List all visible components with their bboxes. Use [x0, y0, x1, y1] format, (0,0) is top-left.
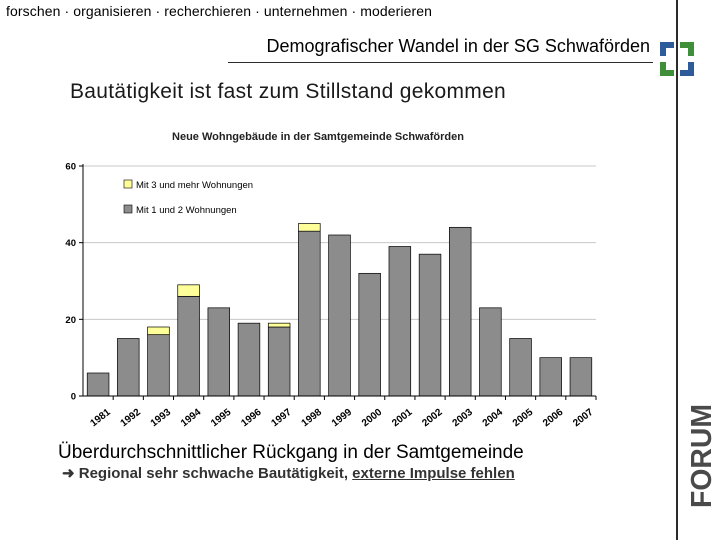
vertical-divider — [676, 0, 678, 540]
legend-swatch-lower — [123, 204, 133, 214]
y-tick-label: 20 — [65, 315, 76, 326]
bar-segment-lower — [479, 307, 502, 397]
bar-segment-lower — [147, 334, 170, 397]
x-tick-label: 1997 — [269, 407, 294, 430]
x-tick-label: 2002 — [420, 407, 445, 430]
legend: Mit 3 und mehr Wohnungen Mit 1 und 2 Woh… — [123, 179, 253, 216]
x-tick-label: 1981 — [88, 407, 113, 430]
bar-segment-lower — [358, 272, 381, 397]
bar-segment-lower — [177, 295, 200, 397]
chart-title: Neue Wohngebäude in der Samtgemeinde Sch… — [172, 131, 464, 143]
x-tick-label: 1992 — [119, 407, 144, 430]
x-tick-label: 1994 — [179, 407, 204, 430]
conclusion-text: Überdurchschnittlicher Rückgang in der S… — [58, 442, 524, 463]
legend-label-upper: Mit 3 und mehr Wohnungen — [136, 180, 253, 191]
bar-segment-lower — [539, 357, 562, 397]
tagline: forschen · organisieren · recherchieren … — [6, 3, 433, 19]
subtitle: Demografischer Wandel in der SG Schwaför… — [266, 36, 650, 56]
bar-segment-lower — [298, 230, 321, 397]
x-tick-label: 1999 — [330, 407, 355, 430]
x-tick-label: 2007 — [571, 407, 596, 430]
x-tick-label: 2005 — [511, 407, 536, 430]
forum-logo: FORUM — [686, 404, 716, 508]
subtitle-underline — [228, 62, 653, 63]
x-tick-label: 1998 — [300, 407, 325, 430]
bar-segment-lower — [328, 234, 351, 397]
x-tick-label: 1995 — [209, 407, 234, 430]
headline: Bautätigkeit ist fast zum Stillstand gek… — [70, 80, 507, 103]
bar-segment-lower — [388, 246, 412, 397]
chart-svg: Neue Wohngebäude in der Samtgemeinde Sch… — [65, 131, 597, 430]
y-tick-label: 0 — [71, 392, 76, 403]
legend-swatch-upper — [123, 179, 133, 189]
x-tick-label: 2003 — [451, 407, 476, 430]
bar-segment-upper — [267, 322, 291, 328]
legend-label-lower: Mit 1 und 2 Wohnungen — [136, 205, 237, 216]
bar-layer — [86, 223, 593, 397]
bar-segment-lower — [418, 253, 442, 397]
bar-segment-lower — [117, 338, 140, 397]
arrow-right-icon: ➜ — [62, 465, 75, 482]
bar-segment-lower — [86, 372, 110, 397]
chart: Neue Wohngebäude in der Samtgemeinde Sch… — [58, 122, 608, 434]
bar-segment-lower — [509, 338, 532, 397]
conclusion-subline-underlined: externe Impulse fehlen — [352, 465, 515, 482]
forum-logo-text: FORUM — [686, 404, 716, 508]
x-tick-label: 2001 — [390, 407, 415, 430]
conclusion-subline-plain: Regional sehr schwache Bautätigkeit, — [78, 465, 348, 482]
bar-segment-upper — [298, 223, 321, 232]
bar-segment-lower — [569, 357, 593, 397]
x-tick-label: 1993 — [149, 407, 174, 430]
x-tick-label: 2000 — [360, 407, 385, 430]
bar-segment-upper — [177, 284, 200, 297]
bar-segment-lower — [267, 326, 291, 397]
conclusion-subline: ➜ Regional sehr schwache Bautätigkeit, e… — [62, 464, 515, 482]
y-tick-label: 60 — [65, 162, 76, 173]
y-tick-label: 40 — [65, 238, 76, 249]
x-tick-label: 2004 — [481, 407, 506, 430]
forum-square-icon — [660, 42, 694, 76]
bar-segment-upper — [147, 326, 170, 336]
bar-segment-lower — [448, 226, 472, 397]
x-tick-label: 1996 — [239, 407, 264, 430]
x-tick-label: 2006 — [541, 407, 566, 430]
bar-segment-lower — [237, 322, 261, 397]
bar-segment-lower — [207, 307, 231, 397]
